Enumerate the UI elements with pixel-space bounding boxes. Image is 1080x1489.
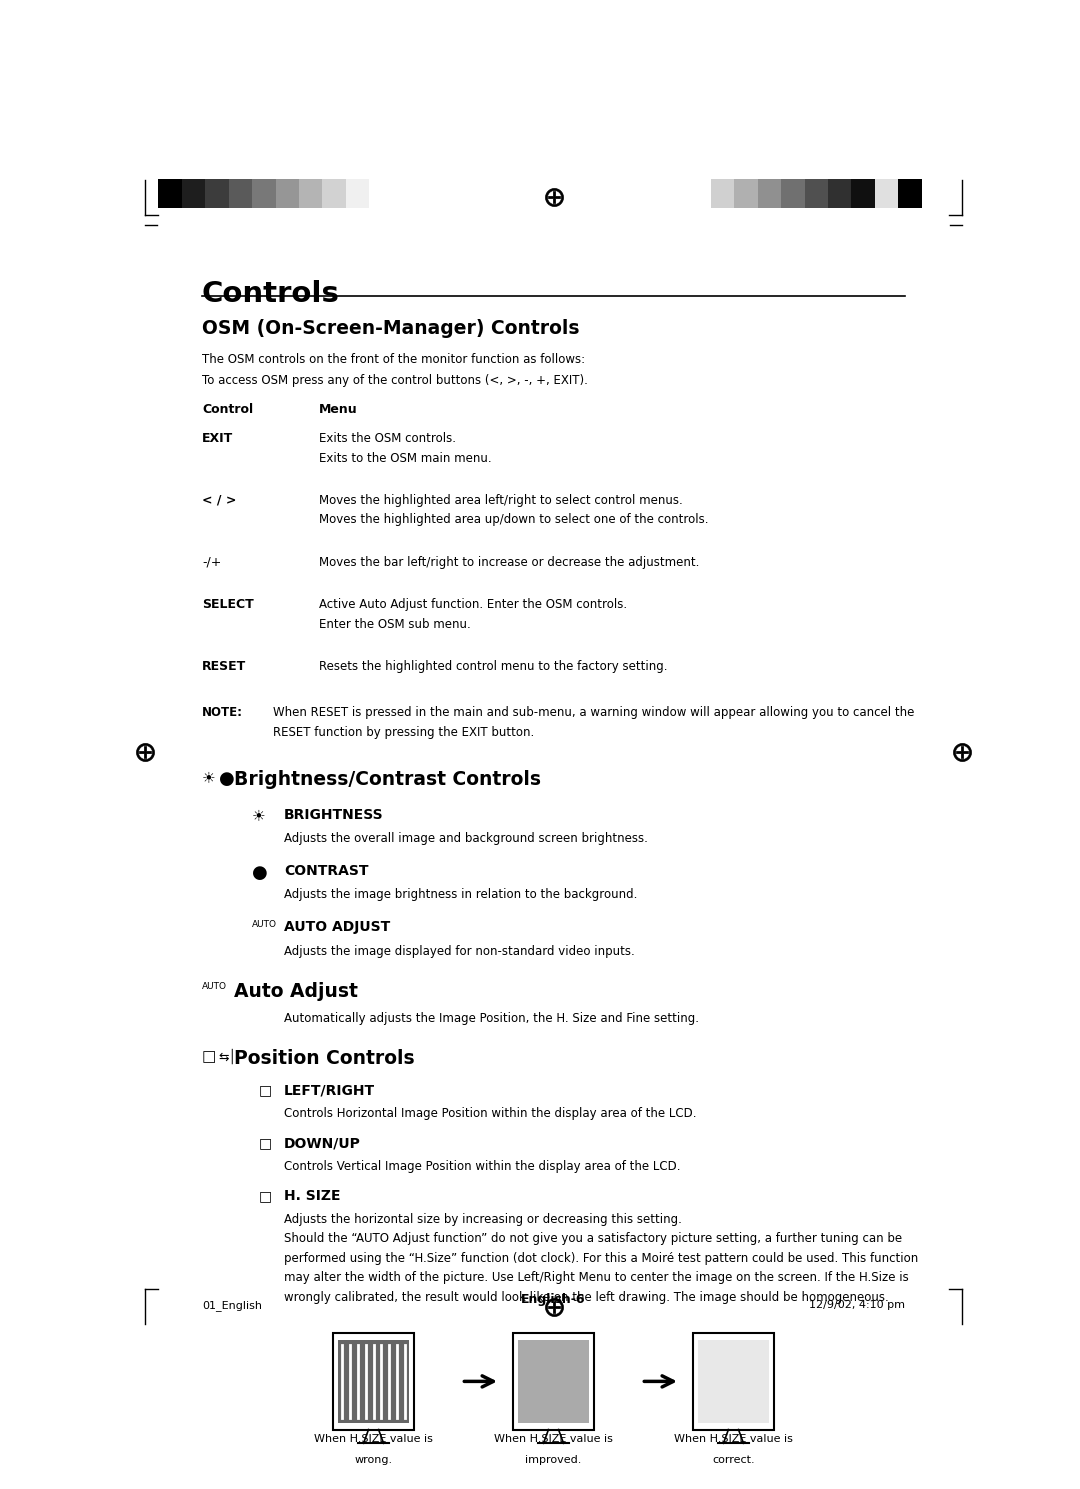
Bar xyxy=(875,179,899,208)
Text: NOTE:: NOTE: xyxy=(202,706,243,719)
Text: RESET: RESET xyxy=(202,660,246,673)
Bar xyxy=(333,1333,414,1429)
Text: Controls Vertical Image Position within the display area of the LCD.: Controls Vertical Image Position within … xyxy=(284,1160,680,1173)
Text: To access OSM press any of the control buttons (<, >, -, +, EXIT).: To access OSM press any of the control b… xyxy=(202,374,588,387)
Text: Adjusts the horizontal size by increasing or decreasing this setting.: Adjusts the horizontal size by increasin… xyxy=(284,1214,681,1225)
Bar xyxy=(693,1333,774,1429)
Text: When RESET is pressed in the main and sub-menu, a warning window will appear all: When RESET is pressed in the main and su… xyxy=(273,706,915,719)
Text: AUTO ADJUST: AUTO ADJUST xyxy=(284,920,390,935)
Bar xyxy=(338,1340,409,1422)
Text: H. SIZE: H. SIZE xyxy=(284,1188,340,1203)
Text: Moves the highlighted area up/down to select one of the controls.: Moves the highlighted area up/down to se… xyxy=(320,514,708,527)
Text: Menu: Menu xyxy=(320,404,357,417)
Text: When H.SIZE value is: When H.SIZE value is xyxy=(494,1434,613,1444)
Text: Position Controls: Position Controls xyxy=(233,1048,415,1068)
Text: Active Auto Adjust function. Enter the OSM controls.: Active Auto Adjust function. Enter the O… xyxy=(320,599,627,612)
Text: Adjusts the image displayed for non-standard video inputs.: Adjusts the image displayed for non-stan… xyxy=(284,944,635,957)
Text: Moves the highlighted area left/right to select control menus.: Moves the highlighted area left/right to… xyxy=(320,494,683,506)
Text: improved.: improved. xyxy=(525,1455,582,1465)
Bar xyxy=(159,179,181,208)
Bar xyxy=(253,179,275,208)
Bar xyxy=(513,1333,594,1429)
Text: EXIT: EXIT xyxy=(202,432,233,445)
Bar xyxy=(323,179,346,208)
Text: Brightness/Contrast Controls: Brightness/Contrast Controls xyxy=(233,770,541,789)
Bar xyxy=(781,179,805,208)
Text: wrongly calibrated, the result would look like on the left drawing. The image sh: wrongly calibrated, the result would loo… xyxy=(284,1291,889,1304)
Text: Exits the OSM controls.: Exits the OSM controls. xyxy=(320,432,456,445)
Text: Enter the OSM sub menu.: Enter the OSM sub menu. xyxy=(320,618,471,631)
Text: DOWN/UP: DOWN/UP xyxy=(284,1136,361,1150)
Bar xyxy=(181,179,205,208)
Text: ⇆│: ⇆│ xyxy=(218,1048,237,1065)
Text: Adjusts the overall image and background screen brightness.: Adjusts the overall image and background… xyxy=(284,832,648,846)
Text: Automatically adjusts the Image Position, the H. Size and Fine setting.: Automatically adjusts the Image Position… xyxy=(284,1013,699,1026)
Text: English-6: English-6 xyxy=(522,1292,585,1306)
Text: -/+: -/+ xyxy=(202,555,221,569)
Text: < / >: < / > xyxy=(202,494,237,506)
Bar xyxy=(851,179,875,208)
Text: Controls: Controls xyxy=(202,280,340,308)
Text: Moves the bar left/right to increase or decrease the adjustment.: Moves the bar left/right to increase or … xyxy=(320,555,700,569)
Text: Control: Control xyxy=(202,404,253,417)
Text: Should the “AUTO Adjust function” do not give you a satisfactory picture setting: Should the “AUTO Adjust function” do not… xyxy=(284,1233,902,1245)
Bar xyxy=(805,179,828,208)
Text: AUTO: AUTO xyxy=(202,983,227,992)
Bar xyxy=(758,179,781,208)
Text: ☀: ☀ xyxy=(202,770,216,785)
Text: 01_English: 01_English xyxy=(202,1300,262,1310)
Text: correct.: correct. xyxy=(712,1455,755,1465)
Bar xyxy=(205,179,229,208)
Text: CONTRAST: CONTRAST xyxy=(284,864,368,879)
Bar xyxy=(518,1340,589,1422)
Bar xyxy=(899,179,922,208)
Text: □: □ xyxy=(202,1048,216,1065)
Text: ☀: ☀ xyxy=(253,809,266,823)
Text: SELECT: SELECT xyxy=(202,599,254,612)
Text: 12/9/02, 4:10 pm: 12/9/02, 4:10 pm xyxy=(809,1300,905,1310)
Text: OSM (On-Screen-Manager) Controls: OSM (On-Screen-Manager) Controls xyxy=(202,319,580,338)
Text: The OSM controls on the front of the monitor function as follows:: The OSM controls on the front of the mon… xyxy=(202,353,585,366)
Text: When H.SIZE value is: When H.SIZE value is xyxy=(674,1434,793,1444)
Text: ●: ● xyxy=(218,770,234,788)
Bar xyxy=(828,179,851,208)
Text: Controls Horizontal Image Position within the display area of the LCD.: Controls Horizontal Image Position withi… xyxy=(284,1108,697,1120)
Text: Resets the highlighted control menu to the factory setting.: Resets the highlighted control menu to t… xyxy=(320,660,667,673)
Bar xyxy=(229,179,253,208)
Text: ●: ● xyxy=(253,864,268,883)
Text: RESET function by pressing the EXIT button.: RESET function by pressing the EXIT butt… xyxy=(273,725,535,739)
Text: Auto Adjust: Auto Adjust xyxy=(233,983,357,1002)
Text: □: □ xyxy=(259,1084,272,1097)
Text: wrong.: wrong. xyxy=(354,1455,393,1465)
Text: When H.SIZE value is: When H.SIZE value is xyxy=(314,1434,433,1444)
Bar xyxy=(299,179,323,208)
Bar xyxy=(711,179,734,208)
Text: AUTO: AUTO xyxy=(253,920,278,929)
Text: performed using the “H.Size” function (dot clock). For this a Moiré test pattern: performed using the “H.Size” function (d… xyxy=(284,1252,918,1264)
Bar xyxy=(275,179,299,208)
Text: Adjusts the image brightness in relation to the background.: Adjusts the image brightness in relation… xyxy=(284,889,637,901)
Text: Exits to the OSM main menu.: Exits to the OSM main menu. xyxy=(320,451,491,465)
Text: □: □ xyxy=(259,1188,272,1203)
Text: BRIGHTNESS: BRIGHTNESS xyxy=(284,809,383,822)
Text: □: □ xyxy=(259,1136,272,1150)
Text: may alter the width of the picture. Use Left/Right Menu to center the image on t: may alter the width of the picture. Use … xyxy=(284,1272,908,1285)
Bar xyxy=(734,179,758,208)
Bar xyxy=(698,1340,769,1422)
Bar xyxy=(346,179,369,208)
Text: LEFT/RIGHT: LEFT/RIGHT xyxy=(284,1084,375,1097)
